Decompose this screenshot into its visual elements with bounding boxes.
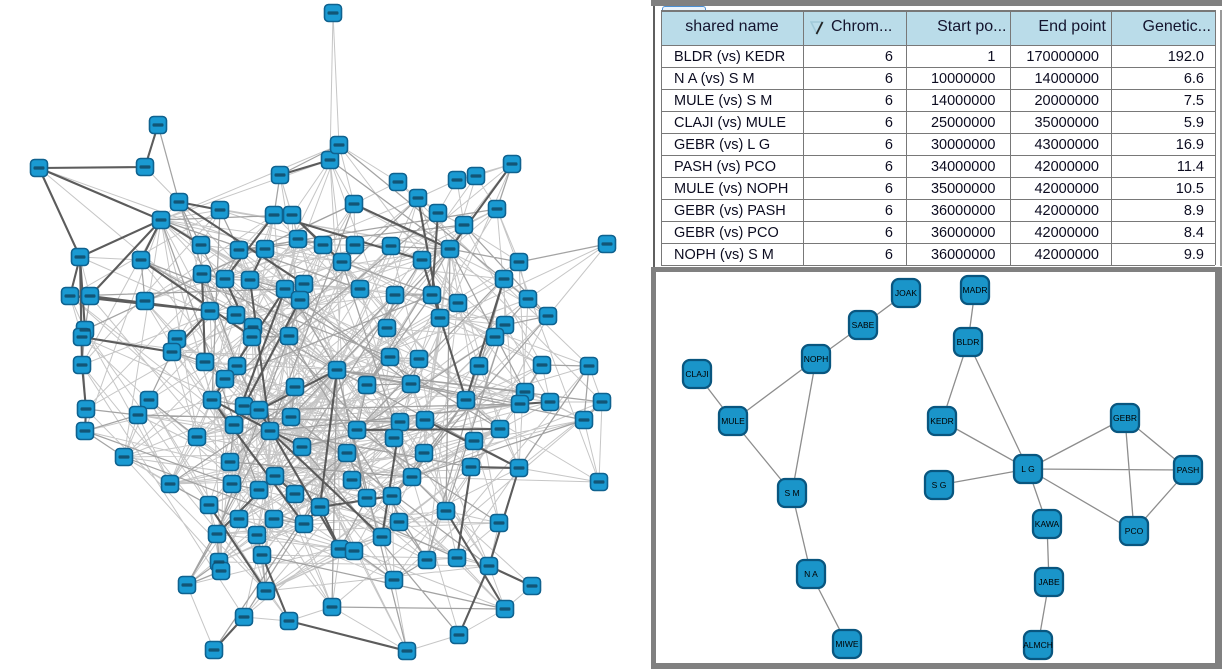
svg-text:ALMCH: ALMCH [1023,640,1053,650]
svg-text:MADR: MADR [962,285,987,295]
svg-text:CLAJI: CLAJI [685,369,708,379]
svg-text:KAWA: KAWA [1035,519,1060,529]
svg-text:SABE: SABE [852,320,875,330]
svg-text:S G: S G [932,480,947,490]
svg-text:PCO: PCO [1125,526,1144,536]
svg-text:JOAK: JOAK [895,288,918,298]
svg-text:L G: L G [1021,464,1034,474]
svg-text:JABE: JABE [1038,577,1060,587]
svg-text:N A: N A [804,569,818,579]
svg-text:MIWE: MIWE [835,639,858,649]
svg-text:PASH: PASH [1177,465,1200,475]
svg-text:GEBR: GEBR [1113,413,1137,423]
svg-text:BLDR: BLDR [957,337,980,347]
svg-text:MULE: MULE [721,416,745,426]
svg-text:KEDR: KEDR [930,416,954,426]
svg-text:NOPH: NOPH [804,354,829,364]
svg-text:S M: S M [784,488,799,498]
